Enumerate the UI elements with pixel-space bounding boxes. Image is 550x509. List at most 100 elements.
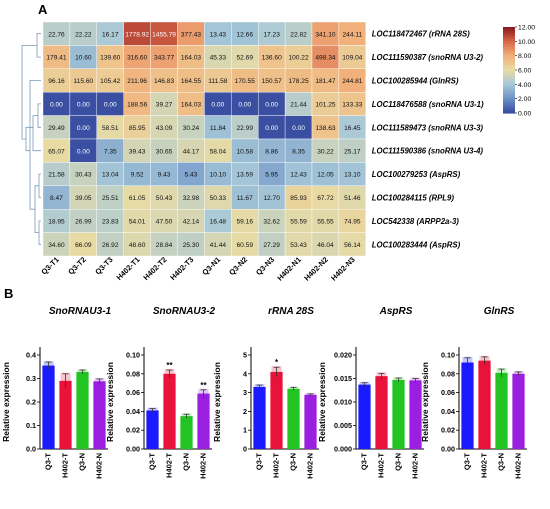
heatmap-row-label: LOC111590387 (snoRNA U3-2)	[372, 53, 484, 62]
color-scale-step	[503, 29, 515, 32]
panel-a-label: A	[38, 2, 48, 17]
y-tick-label: 0.02	[441, 426, 455, 435]
heatmap-cell-value: 164.55	[181, 78, 202, 85]
bar	[409, 380, 422, 449]
heatmap-cell-value: 48.60	[129, 242, 146, 249]
color-scale-tick-label: 6.00	[518, 68, 531, 75]
y-tick-label: 0.2	[26, 398, 36, 407]
bar-chart-title: AspRS	[379, 306, 413, 317]
heatmap-cell-value: 18.95	[48, 219, 65, 226]
heatmap-cell-value: 22.99	[236, 125, 253, 132]
heatmap-cell-value: 341.10	[315, 31, 336, 38]
heatmap-cell-value: 32.98	[183, 195, 200, 202]
heatmap-cell-value: 115.60	[74, 78, 94, 85]
heatmap-cell-value: 146.83	[154, 78, 175, 85]
y-tick-label: 0.00	[126, 445, 140, 454]
heatmap-cell-value: 8.86	[265, 148, 278, 155]
bar	[42, 365, 55, 449]
heatmap-cell-value: 133.33	[342, 102, 363, 109]
heatmap-cell-value: 316.60	[127, 55, 148, 62]
y-tick-label: 0.04	[126, 407, 140, 416]
bar-chart-2: SnoRNAU3-2 Relative expression 0.00 0.02 0.0…	[105, 306, 216, 479]
color-scale-step	[503, 57, 515, 60]
bar	[76, 371, 89, 449]
color-scale-step	[503, 69, 515, 72]
heatmap-cell-value: 23.83	[102, 219, 119, 226]
heatmap-cell-value: 11.84	[210, 125, 226, 132]
dendrogram-branch	[25, 126, 33, 152]
bar-chart-ylabel: Relative expression	[317, 362, 327, 442]
heatmap-cell-value: 41.44	[210, 242, 227, 249]
heatmap-cell-value: 9.52	[131, 172, 144, 179]
heatmap-cell-value: 25.17	[344, 148, 361, 155]
color-scale-tick-label: 4.00	[518, 82, 531, 89]
heatmap-cell-value: 55.55	[317, 219, 334, 226]
heatmap-cell-value: 32.62	[263, 219, 280, 226]
bar-chart-title: GlnRS	[484, 306, 515, 317]
y-tick-label: 1	[243, 426, 247, 435]
x-tick-label: Q3-N	[78, 453, 87, 471]
heatmap-cell-value: 179.41	[46, 55, 67, 62]
y-tick-label: 0.06	[126, 388, 140, 397]
y-tick-label: 0.4	[26, 351, 36, 360]
x-tick-label: H402-N	[411, 453, 420, 479]
heatmap-column-label: H402-T1	[115, 255, 142, 282]
heatmap-cell-value: 34.60	[48, 242, 65, 249]
heatmap-column-label: Q3-N3	[254, 255, 276, 277]
heatmap-cell-value: 55.59	[290, 219, 307, 226]
heatmap-column-label: H402-N3	[329, 255, 357, 283]
x-tick-label: Q3-N	[497, 453, 506, 471]
heatmap-cell-value: 43.09	[156, 125, 173, 132]
heatmap-cell-value: 27.29	[263, 242, 280, 249]
bar-chart-5: GlnRS Relative expression 0.00 0.02 0.04 0.06…	[420, 306, 527, 479]
heatmap-cell-value: 39.43	[129, 148, 146, 155]
heatmap-cell-value: 60.59	[236, 242, 253, 249]
heatmap-row-label: LOC100279253 (AspRS)	[372, 170, 461, 179]
color-scale-step	[503, 61, 515, 64]
x-tick-label: Q3-T	[463, 453, 472, 471]
heatmap-cell-value: 0.00	[77, 125, 90, 132]
x-tick-label: H402-T	[61, 453, 70, 478]
y-tick-label: 0.005	[334, 421, 352, 430]
color-scale-tick-label: 8.00	[518, 53, 531, 60]
bar-chart-title: SnoRNAU3-2	[153, 306, 216, 317]
heatmap-cell-value: 28.84	[156, 242, 173, 249]
x-tick-label: Q3-T	[255, 453, 264, 471]
x-tick-label: Q3-T	[360, 453, 369, 471]
heatmap-cell-value: 74.95	[344, 219, 361, 226]
heatmap-cell-value: 13.10	[344, 172, 361, 179]
x-tick-label: H402-N	[514, 453, 523, 479]
heatmap-cell-value: 96.16	[48, 78, 65, 85]
heatmap-cell-value: 25.30	[183, 242, 200, 249]
heatmap-cell-value: 498.34	[315, 55, 336, 62]
heatmap-cell-value: 85.95	[129, 125, 146, 132]
color-scale-step	[503, 31, 515, 34]
heatmap-cell-value: 54.01	[129, 219, 146, 226]
heatmap-cell-value: 8.47	[50, 195, 63, 202]
bar-chart-title: SnoRNAU3-1	[49, 306, 112, 317]
heatmap-cell-value: 0.00	[265, 102, 278, 109]
heatmap-cell-value: 164.03	[181, 55, 202, 62]
dendrogram-branch	[38, 220, 41, 245]
heatmap-cell-value: 53.43	[290, 242, 307, 249]
bar	[392, 379, 405, 449]
significance-marker: **	[200, 381, 207, 390]
heatmap-cell	[338, 232, 366, 257]
heatmap-cell-value: 0.00	[50, 102, 63, 109]
color-scale-step	[503, 39, 515, 42]
color-scale-step	[503, 111, 515, 114]
heatmap-cell-value: 244.81	[342, 78, 363, 85]
color-scale-step	[503, 65, 515, 68]
bar	[163, 373, 176, 449]
row-dendrogram	[21, 33, 41, 245]
heatmap-column-label: H402-T2	[141, 255, 168, 282]
heatmap-row-label: LOC111590386 (snoRNA U3-4)	[372, 147, 484, 156]
heatmap-cell-value: 10.10	[210, 172, 227, 179]
x-tick-label: Q3-T	[44, 453, 53, 471]
heatmap-cell-value: 13.04	[102, 172, 119, 179]
heatmap-row: 34.60 66.09 26.92 48.60 28.84 25.30 41.44 60.59…	[42, 232, 366, 257]
heatmap-cell-value: 67.72	[317, 195, 334, 202]
bar-chart-ylabel: Relative expression	[1, 362, 11, 442]
bar-chart-ylabel: Relative expression	[212, 362, 222, 442]
bar	[180, 416, 193, 449]
